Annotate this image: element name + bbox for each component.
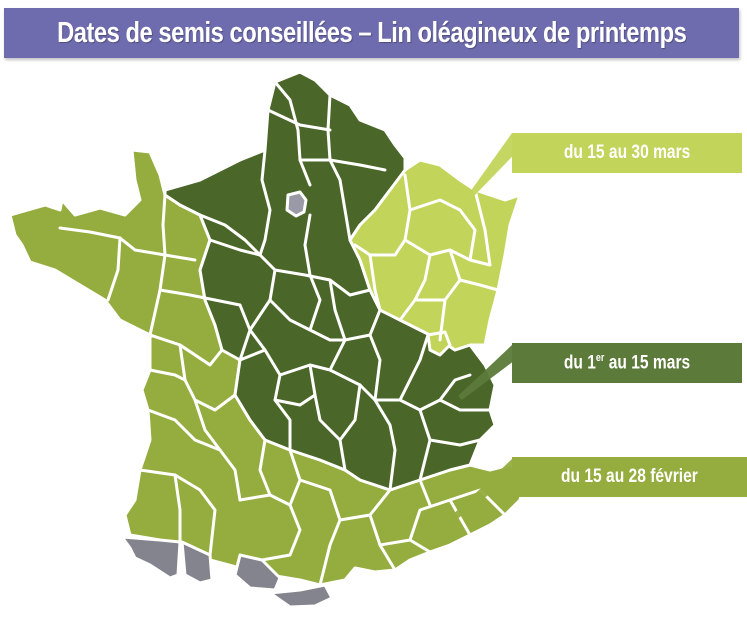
title-banner: Dates de semis conseillées – Lin oléagin… — [4, 8, 739, 58]
legend-15-30-mars: du 15 au 30 mars — [512, 133, 742, 173]
france-map — [0, 60, 747, 620]
zone-paris-grey — [285, 190, 308, 218]
zone-pyrenees-grey-1 — [120, 535, 182, 580]
legend-15-28-fevrier: du 15 au 28 février — [512, 457, 747, 497]
department-borders — [58, 80, 507, 587]
legend-label-text: du 15 au 30 mars — [563, 142, 691, 163]
legend-label-text: du 1er au 15 mars — [563, 351, 691, 374]
map-svg — [8, 70, 535, 609]
legend-1-15-mars: du 1er au 15 mars — [512, 343, 742, 383]
zone-pyrenees-grey-2 — [180, 540, 214, 585]
zone-pyrenees-grey-4 — [268, 583, 334, 609]
legend-label-text: du 15 au 28 février — [561, 466, 698, 487]
page-title: Dates de semis conseillées – Lin oléagin… — [56, 16, 687, 49]
